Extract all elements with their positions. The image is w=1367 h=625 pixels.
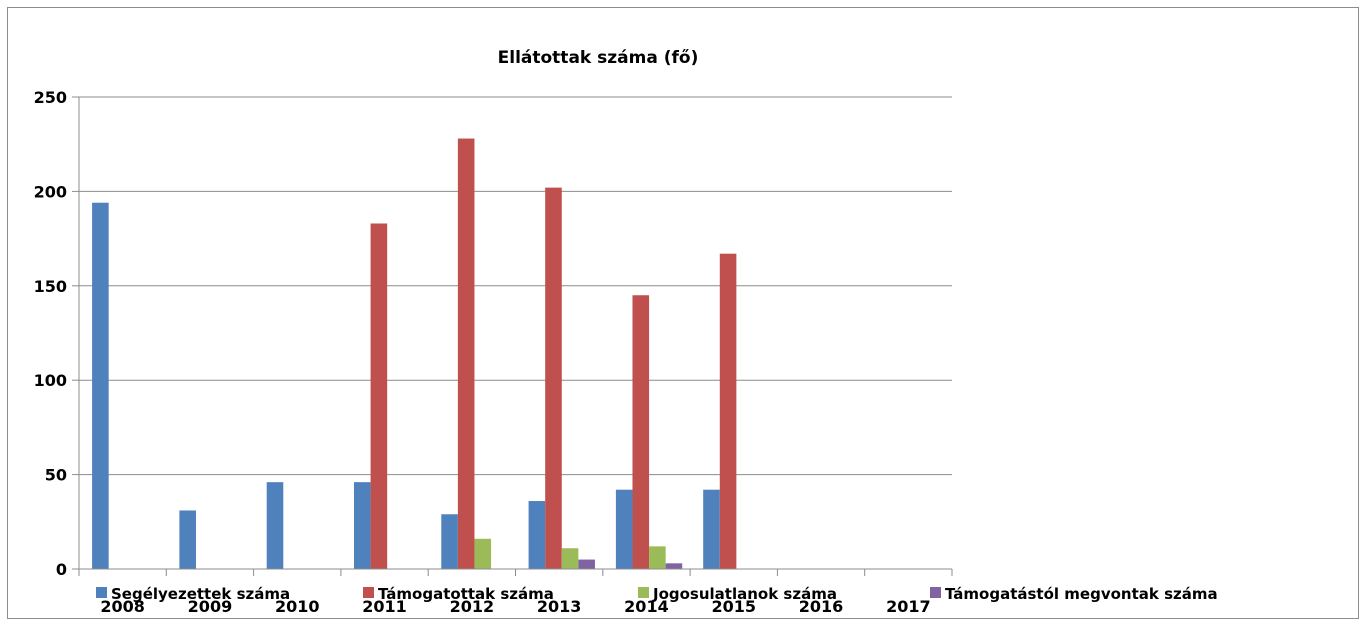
bar xyxy=(457,138,475,569)
x-tick-label: 2011 xyxy=(362,597,407,616)
x-tick-label: 2010 xyxy=(275,597,320,616)
x-tick-label: 2014 xyxy=(624,597,669,616)
x-tick-label: 2012 xyxy=(450,597,495,616)
y-tick-label: 0 xyxy=(56,560,67,579)
x-tick-label: 2017 xyxy=(886,597,931,616)
bar xyxy=(474,538,492,569)
legend-label: Támogatástól megvontak száma xyxy=(945,585,1218,603)
legend-swatch xyxy=(96,587,107,598)
bar xyxy=(370,223,388,569)
bars xyxy=(92,138,737,570)
y-tick-label: 50 xyxy=(45,466,67,485)
legend: Segélyezettek száma Támogatottak száma Jog… xyxy=(96,585,1218,603)
legend-swatch xyxy=(930,587,941,598)
y-tick-label: 250 xyxy=(34,88,67,107)
y-tick-label: 200 xyxy=(34,182,67,201)
chart-frame xyxy=(7,7,1359,619)
bar xyxy=(441,514,458,569)
bar xyxy=(92,202,109,569)
bar xyxy=(353,482,371,569)
chart-title: Ellátottak száma (fő) xyxy=(498,48,699,68)
x-tick-label: 2016 xyxy=(799,597,844,616)
bar xyxy=(632,295,650,569)
bar xyxy=(528,501,546,569)
x-tick-label: 2013 xyxy=(537,597,582,616)
bar xyxy=(703,489,720,569)
y-axis: 0 50 100 150 200 250 xyxy=(34,88,80,579)
bar xyxy=(266,482,284,569)
bar xyxy=(545,187,562,569)
bar xyxy=(179,510,196,569)
legend-swatch xyxy=(363,587,374,598)
legend-label: Segélyezettek száma xyxy=(111,585,290,603)
gridlines xyxy=(79,96,952,476)
bar xyxy=(665,563,683,569)
bar xyxy=(561,548,579,569)
y-tick-label: 150 xyxy=(34,277,67,296)
x-axis: 2008 2009 2010 2011 2012 2013 2014 2015 2016 2017 xyxy=(78,568,953,616)
x-tick-label: 2008 xyxy=(100,597,145,616)
legend-label: Támogatottak száma xyxy=(378,585,554,603)
bar xyxy=(615,489,633,569)
bar xyxy=(578,559,595,569)
x-tick-label: 2015 xyxy=(711,597,756,616)
legend-swatch xyxy=(638,587,649,598)
bar xyxy=(649,546,666,569)
legend-label: Jogosulatlanok száma xyxy=(652,585,837,603)
bar xyxy=(719,253,737,570)
y-tick-label: 100 xyxy=(34,371,67,390)
x-tick-label: 2009 xyxy=(188,597,233,616)
